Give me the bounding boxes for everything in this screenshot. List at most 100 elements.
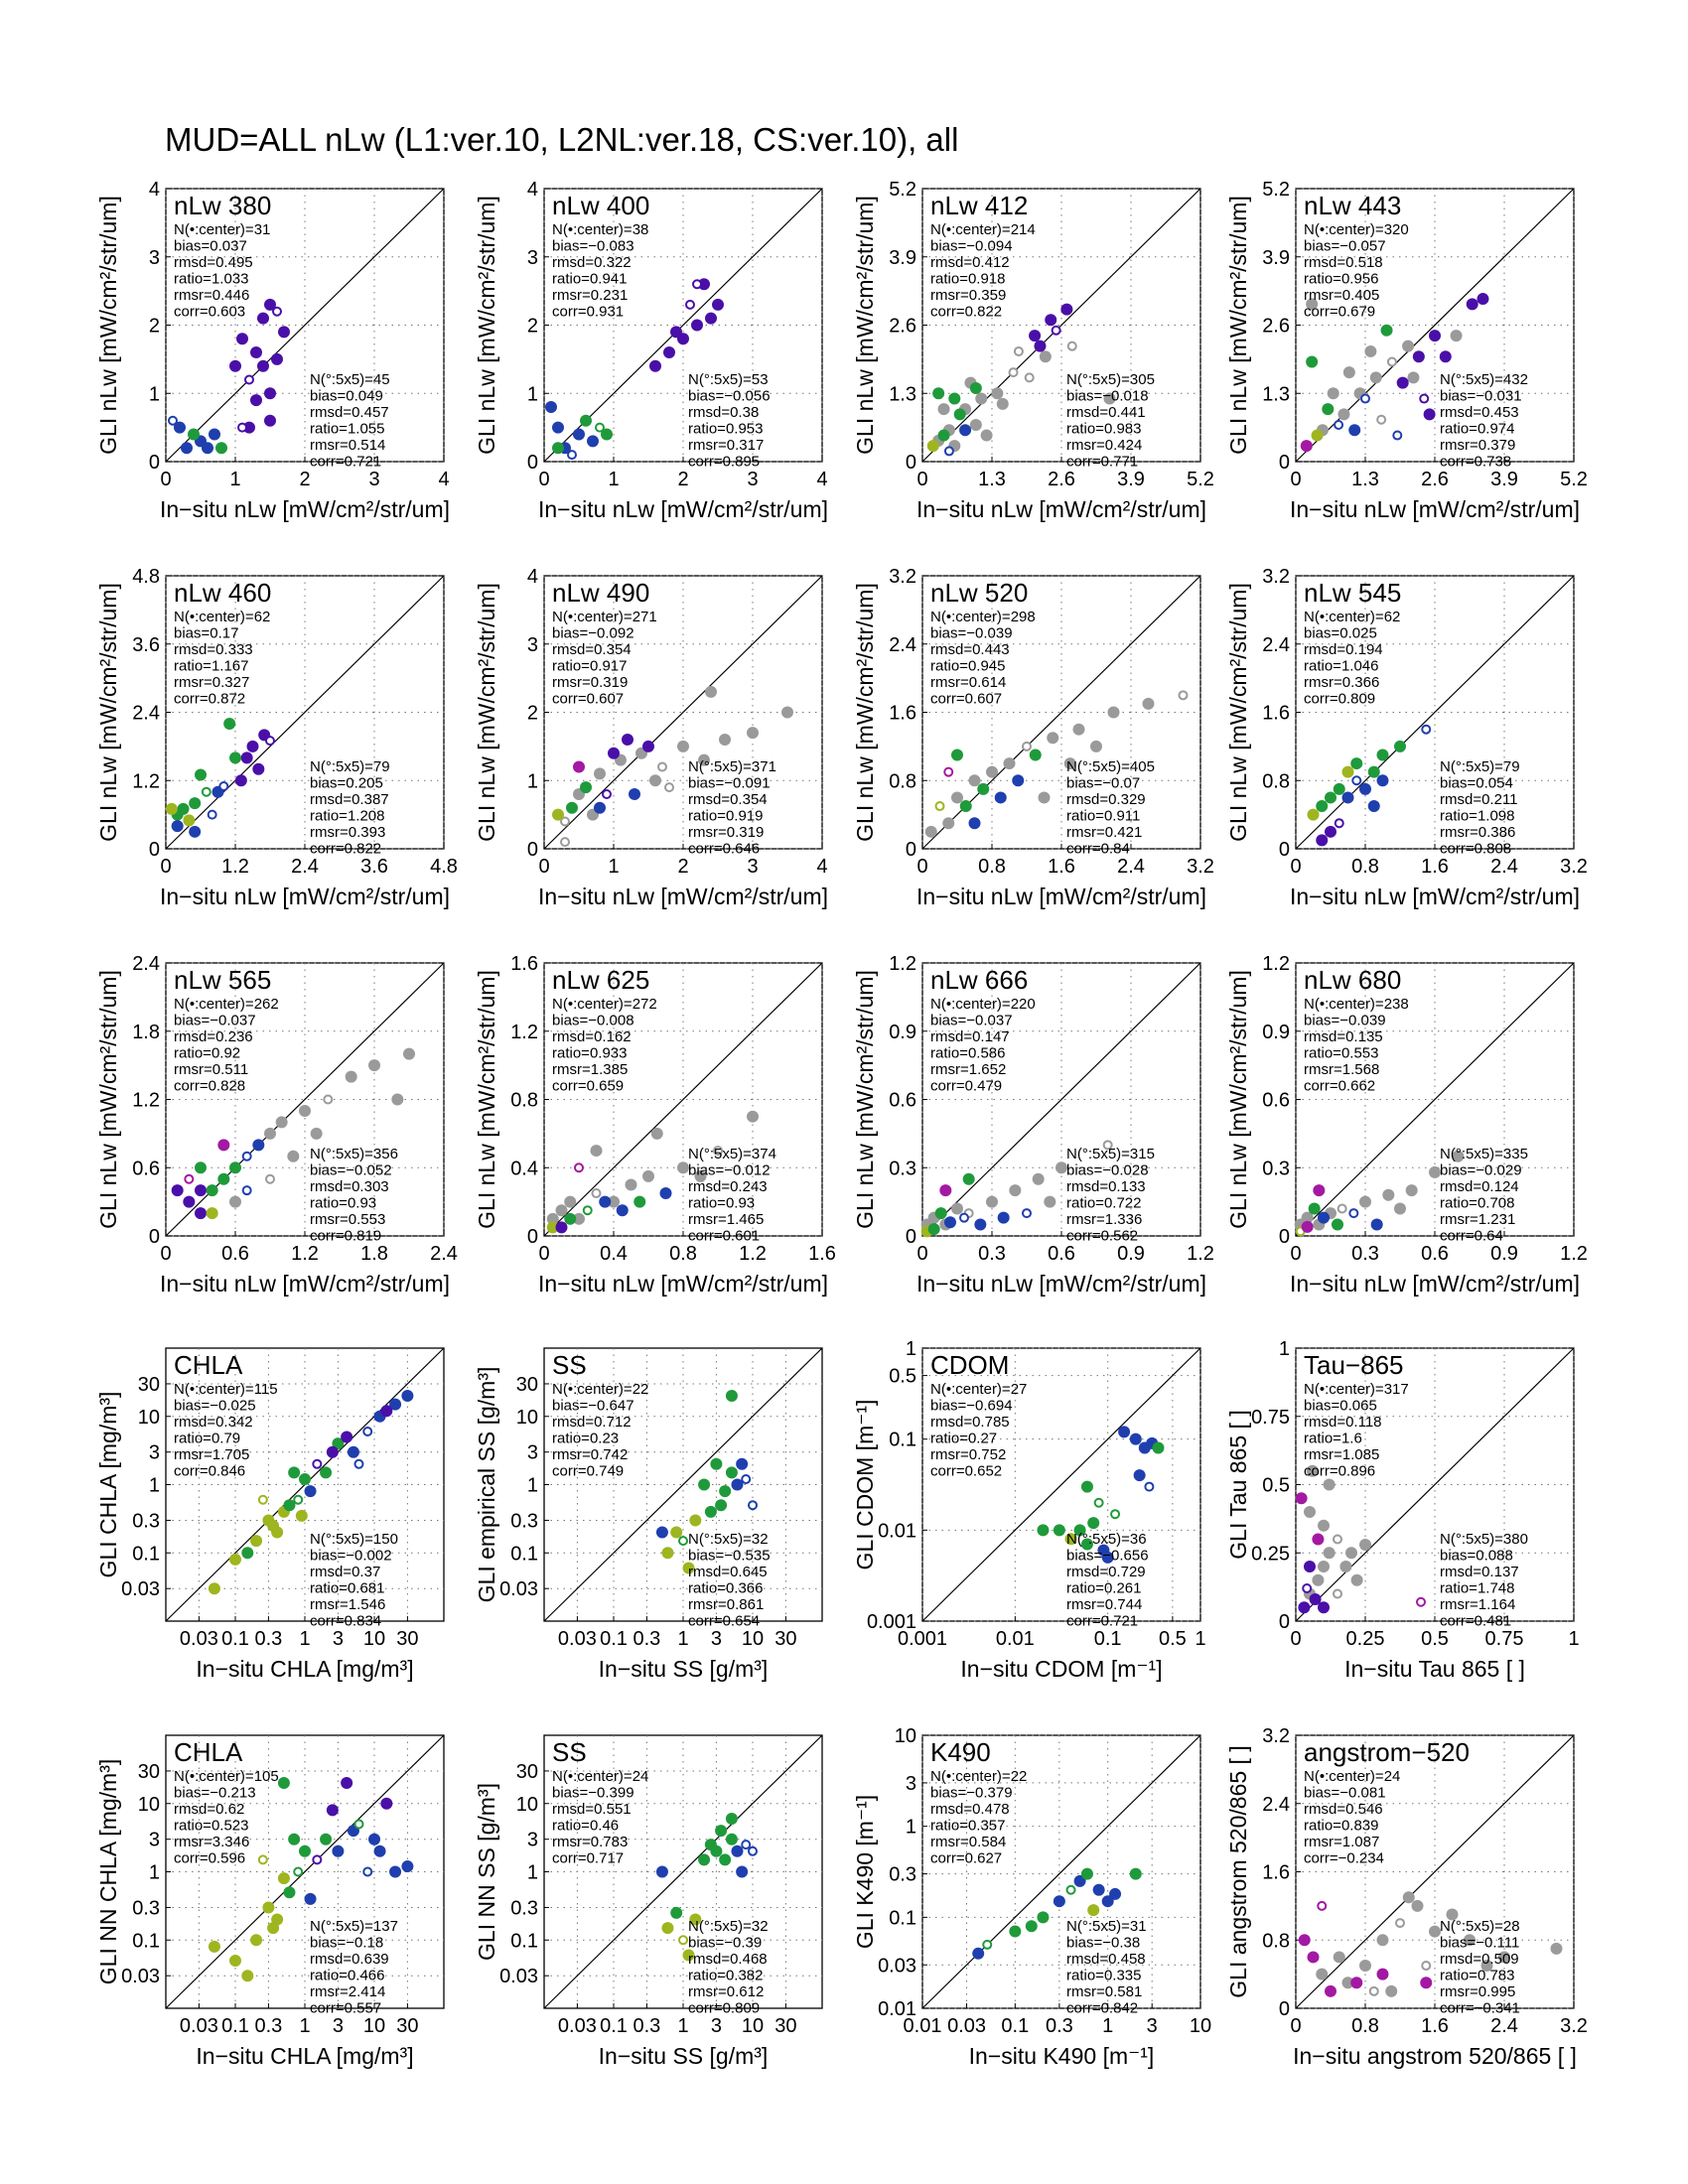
data-point <box>710 1457 723 1470</box>
data-point <box>594 801 606 814</box>
y-tick-label: 0 <box>527 1226 538 1248</box>
data-points <box>655 1813 758 1962</box>
stats-box-line: rmsr=0.421 <box>1066 824 1142 841</box>
data-point <box>986 765 998 778</box>
stats-center-line: corr=−0.234 <box>1304 1850 1384 1867</box>
one-to-one-line <box>543 1734 823 2009</box>
data-point <box>353 1458 364 1469</box>
data-point <box>1323 1547 1336 1560</box>
x-tick-label: 0.6 <box>1048 1243 1075 1265</box>
y-tick-label: 1.2 <box>1262 953 1290 975</box>
y-tick-label: 0.001 <box>867 1611 916 1633</box>
data-point <box>1394 740 1406 752</box>
data-point <box>704 1839 717 1851</box>
stats-box-line: corr=0.842 <box>1066 2000 1138 2017</box>
y-tick-label: 1 <box>149 383 160 405</box>
data-point <box>332 1844 345 1857</box>
data-point <box>1466 298 1478 311</box>
data-point <box>1025 1920 1038 1933</box>
data-point <box>1029 330 1042 342</box>
y-tick-label: 0.6 <box>1262 1090 1290 1112</box>
stats-center-line: rmsd=0.236 <box>174 1028 253 1045</box>
stats-center-line: bias=−0.094 <box>930 238 1013 255</box>
stats-box-line: corr=0.646 <box>688 841 760 858</box>
y-tick-label: 1 <box>906 1338 916 1360</box>
subplot: 0 0.3 0.6 0.9 1.2 0 0.3 0.6 0.9 1.2 nLw 680N(•:cen… <box>1225 953 1588 1297</box>
data-point <box>1060 303 1073 316</box>
data-point <box>201 786 211 797</box>
y-tick-label: 2.6 <box>889 316 916 338</box>
y-tick-label: 5.2 <box>1262 179 1290 201</box>
subplot: 0 1.3 2.6 3.9 5.2 0 1.3 2.6 3.9 5.2 nLw 412N(•:cen… <box>852 179 1214 522</box>
y-tick-label: 0.3 <box>889 1864 916 1886</box>
data-point <box>982 1939 993 1950</box>
stats-center-line: bias=−0.057 <box>1304 238 1386 255</box>
subplot-title: nLw 520 <box>930 578 1028 608</box>
data-point <box>288 1466 301 1479</box>
stats-center-line: rmsr=0.584 <box>930 1834 1006 1850</box>
data-point <box>241 1151 252 1161</box>
stats-box-line: rmsd=0.133 <box>1066 1178 1146 1195</box>
data-point <box>380 1797 393 1810</box>
x-axis-label: In−situ CHLA [mg/m³] <box>196 2043 413 2069</box>
x-tick-label: 1.6 <box>808 1243 836 1265</box>
data-point <box>642 740 654 752</box>
x-tick-label: 0 <box>916 1243 927 1265</box>
data-point <box>1376 1968 1389 1980</box>
x-tick-label: 2.4 <box>1490 856 1518 878</box>
data-point <box>944 1216 956 1229</box>
data-point <box>347 1445 359 1458</box>
data-point <box>1385 1984 1398 1997</box>
stats-center-line: rmsr=0.783 <box>552 1834 628 1850</box>
y-tick-label: 3 <box>149 1830 160 1851</box>
data-point <box>555 1221 568 1234</box>
data-point <box>1345 1547 1357 1560</box>
data-point <box>927 1223 940 1236</box>
stats-box-line: rmsd=0.37 <box>310 1564 380 1580</box>
stats-center-line: N(•:center)=62 <box>174 609 270 625</box>
y-tick-label: 2.6 <box>1262 316 1290 338</box>
stats-center-line: bias=−0.694 <box>930 1398 1013 1415</box>
data-point <box>229 1195 241 1208</box>
data-point <box>264 298 276 311</box>
y-tick-label: 30 <box>516 1761 538 1783</box>
x-tick-label: 0.8 <box>1351 2015 1379 2037</box>
subplot-title: nLw 380 <box>174 191 271 220</box>
data-point <box>741 1840 752 1850</box>
data-point <box>633 1195 646 1208</box>
y-tick-label: 0 <box>1279 1998 1290 2020</box>
x-tick-label: 0.9 <box>1117 1243 1145 1265</box>
y-tick-label: 3.2 <box>889 566 916 588</box>
y-tick-label: 0 <box>906 452 916 474</box>
data-point <box>642 1169 654 1182</box>
data-point <box>177 802 190 815</box>
y-tick-label: 0 <box>149 839 160 861</box>
stats-center-line: ratio=0.523 <box>174 1818 248 1835</box>
stats-center-line: N(•:center)=38 <box>552 221 648 238</box>
stats-center-line: N(•:center)=220 <box>930 996 1036 1013</box>
stats-center-line: bias=−0.379 <box>930 1785 1013 1802</box>
data-point <box>1047 732 1059 745</box>
x-tick-label: 0 <box>538 856 549 878</box>
stats-center-line: bias=−0.647 <box>552 1398 634 1415</box>
data-point <box>293 1866 304 1877</box>
data-point <box>264 414 276 427</box>
stats-box-line: N(°:5x5)=32 <box>688 1531 769 1548</box>
y-axis-label: GLI nLw [mW/cm²/str/um] <box>474 970 499 1229</box>
stats-center-line: N(•:center)=320 <box>1304 221 1409 238</box>
data-point <box>1364 344 1377 357</box>
data-point <box>685 299 695 310</box>
y-tick-label: 0.1 <box>510 1930 538 1952</box>
data-point <box>1392 430 1403 441</box>
y-tick-label: 0.6 <box>889 1090 916 1112</box>
data-point <box>389 1398 402 1411</box>
y-tick-label: 3 <box>527 1830 538 1851</box>
one-to-one-line <box>921 1734 1201 2009</box>
y-tick-label: 3.9 <box>1262 247 1290 269</box>
x-tick-label: 0.03 <box>180 1628 218 1650</box>
data-point <box>188 428 200 441</box>
stats-center-line: corr=0.828 <box>174 1078 245 1095</box>
y-axis-label: GLI CDOM [m⁻¹] <box>852 1400 878 1570</box>
data-point <box>189 825 202 838</box>
data-point <box>1429 1165 1441 1178</box>
